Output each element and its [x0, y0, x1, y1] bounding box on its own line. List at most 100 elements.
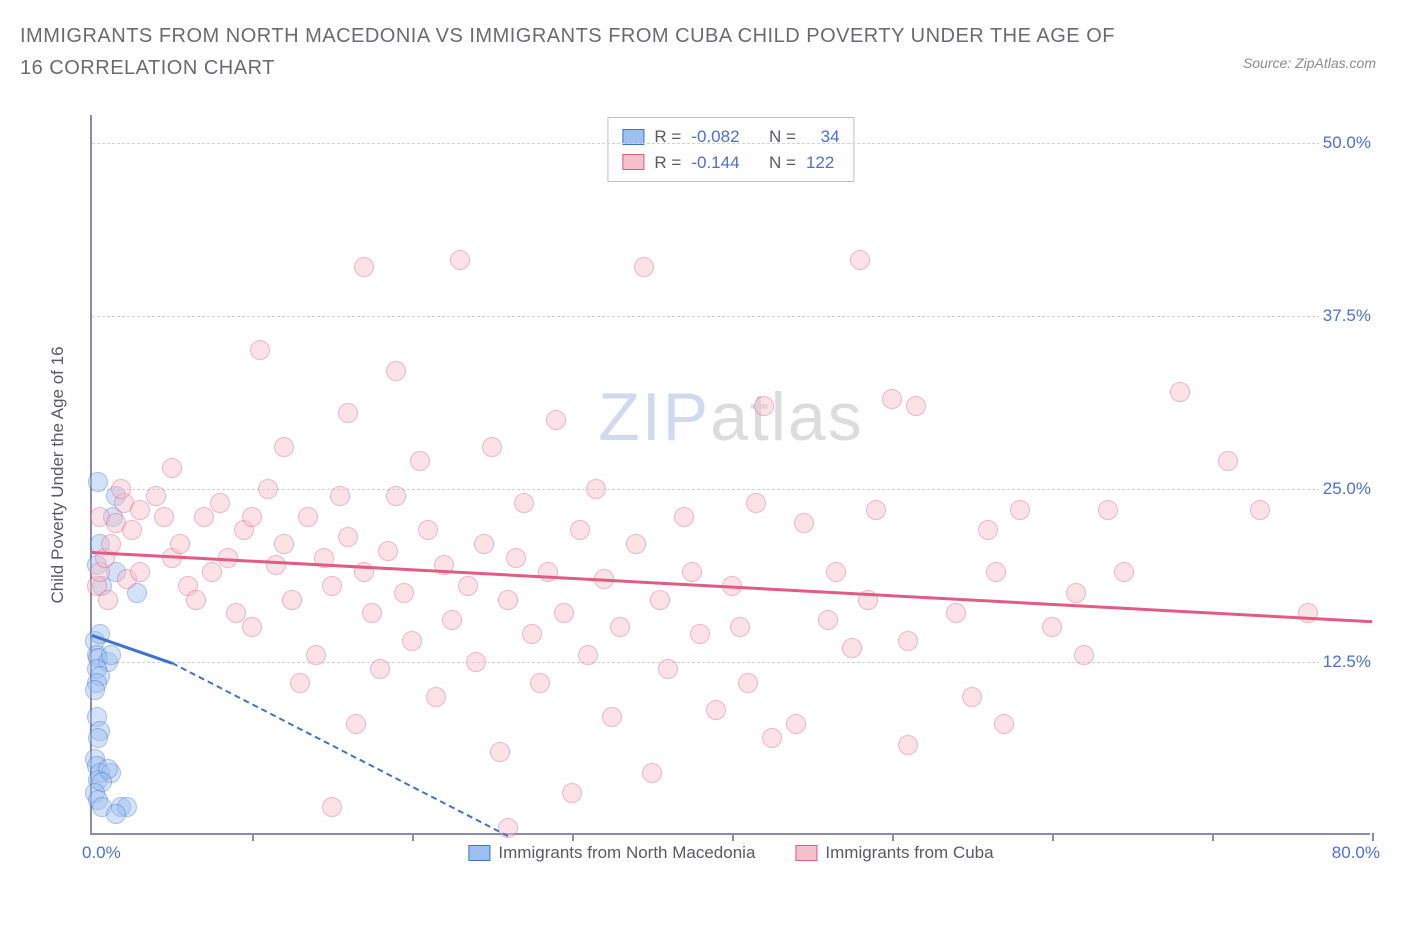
data-point: [242, 507, 262, 527]
data-point: [170, 534, 190, 554]
swatch-series-2: [622, 154, 644, 170]
data-point: [994, 714, 1014, 734]
data-point: [130, 562, 150, 582]
data-point: [882, 389, 902, 409]
data-point: [418, 520, 438, 540]
data-point: [386, 361, 406, 381]
x-tick: [1212, 833, 1214, 841]
x-tick: [1372, 833, 1374, 841]
gridline-h: [92, 316, 1370, 317]
x-axis-max-label: 80.0%: [1332, 843, 1380, 863]
gridline-h: [92, 143, 1370, 144]
data-point: [650, 590, 670, 610]
data-point: [794, 513, 814, 533]
data-point: [746, 493, 766, 513]
data-point: [394, 583, 414, 603]
data-point: [111, 479, 131, 499]
x-tick: [732, 833, 734, 841]
stat-r-value-1: -0.082: [691, 124, 739, 150]
data-point: [530, 673, 550, 693]
data-point: [818, 610, 838, 630]
legend-swatch-1: [468, 845, 490, 861]
data-point: [88, 728, 108, 748]
data-point: [88, 472, 108, 492]
x-tick: [412, 833, 414, 841]
data-point: [1114, 562, 1134, 582]
data-point: [962, 687, 982, 707]
data-point: [210, 493, 230, 513]
data-point: [466, 652, 486, 672]
data-point: [362, 603, 382, 623]
data-point: [842, 638, 862, 658]
data-point: [330, 486, 350, 506]
chart-container: Child Poverty Under the Age of 16 ZIPatl…: [20, 115, 1380, 875]
data-point: [274, 534, 294, 554]
data-point: [586, 479, 606, 499]
stat-n-label: N =: [769, 150, 796, 176]
x-tick: [892, 833, 894, 841]
data-point: [1250, 500, 1270, 520]
x-tick: [572, 833, 574, 841]
data-point: [690, 624, 710, 644]
data-point: [906, 396, 926, 416]
data-point: [474, 534, 494, 554]
data-point: [554, 603, 574, 623]
y-right-tick-label: 12.5%: [1319, 652, 1375, 672]
stat-r-value-2: -0.144: [691, 150, 739, 176]
x-tick: [1052, 833, 1054, 841]
data-point: [1074, 645, 1094, 665]
data-point: [570, 520, 590, 540]
legend-label-2: Immigrants from Cuba: [825, 843, 993, 863]
data-point: [730, 617, 750, 637]
data-point: [602, 707, 622, 727]
data-point: [1066, 583, 1086, 603]
data-point: [578, 645, 598, 665]
data-point: [130, 500, 150, 520]
y-axis-title: Child Poverty Under the Age of 16: [48, 346, 68, 603]
data-point: [946, 603, 966, 623]
data-point: [306, 645, 326, 665]
data-point: [898, 735, 918, 755]
stat-n-value-1: 34: [821, 124, 840, 150]
data-point: [762, 728, 782, 748]
data-point: [634, 257, 654, 277]
data-point: [378, 541, 398, 561]
legend-item-2: Immigrants from Cuba: [795, 843, 993, 863]
data-point: [101, 645, 121, 665]
correlation-stats-box: R = -0.082 N = 34 R = -0.144 N = 122: [607, 117, 854, 182]
data-point: [866, 500, 886, 520]
data-point: [1170, 382, 1190, 402]
data-point: [658, 659, 678, 679]
data-point: [194, 507, 214, 527]
data-point: [202, 562, 222, 582]
data-point: [490, 742, 510, 762]
chart-title: IMMIGRANTS FROM NORTH MACEDONIA VS IMMIG…: [20, 20, 1120, 84]
data-point: [370, 659, 390, 679]
data-point: [274, 437, 294, 457]
data-point: [106, 804, 126, 824]
data-point: [186, 590, 206, 610]
data-point: [1042, 617, 1062, 637]
data-point: [450, 250, 470, 270]
watermark-atlas: atlas: [710, 379, 864, 455]
data-point: [898, 631, 918, 651]
data-point: [986, 562, 1006, 582]
data-point: [786, 714, 806, 734]
source-attribution: Source: ZipAtlas.com: [1243, 20, 1376, 71]
data-point: [85, 680, 105, 700]
data-point: [290, 673, 310, 693]
data-point: [266, 555, 286, 575]
gridline-h: [92, 489, 1370, 490]
legend-label-1: Immigrants from North Macedonia: [498, 843, 755, 863]
data-point: [1098, 500, 1118, 520]
data-point: [498, 590, 518, 610]
data-point: [322, 797, 342, 817]
data-point: [386, 486, 406, 506]
legend-item-1: Immigrants from North Macedonia: [468, 843, 755, 863]
data-point: [674, 507, 694, 527]
trendline: [92, 551, 1372, 623]
data-point: [402, 631, 422, 651]
data-point: [610, 617, 630, 637]
stats-row-series-1: R = -0.082 N = 34: [622, 124, 839, 150]
y-right-tick-label: 37.5%: [1319, 306, 1375, 326]
